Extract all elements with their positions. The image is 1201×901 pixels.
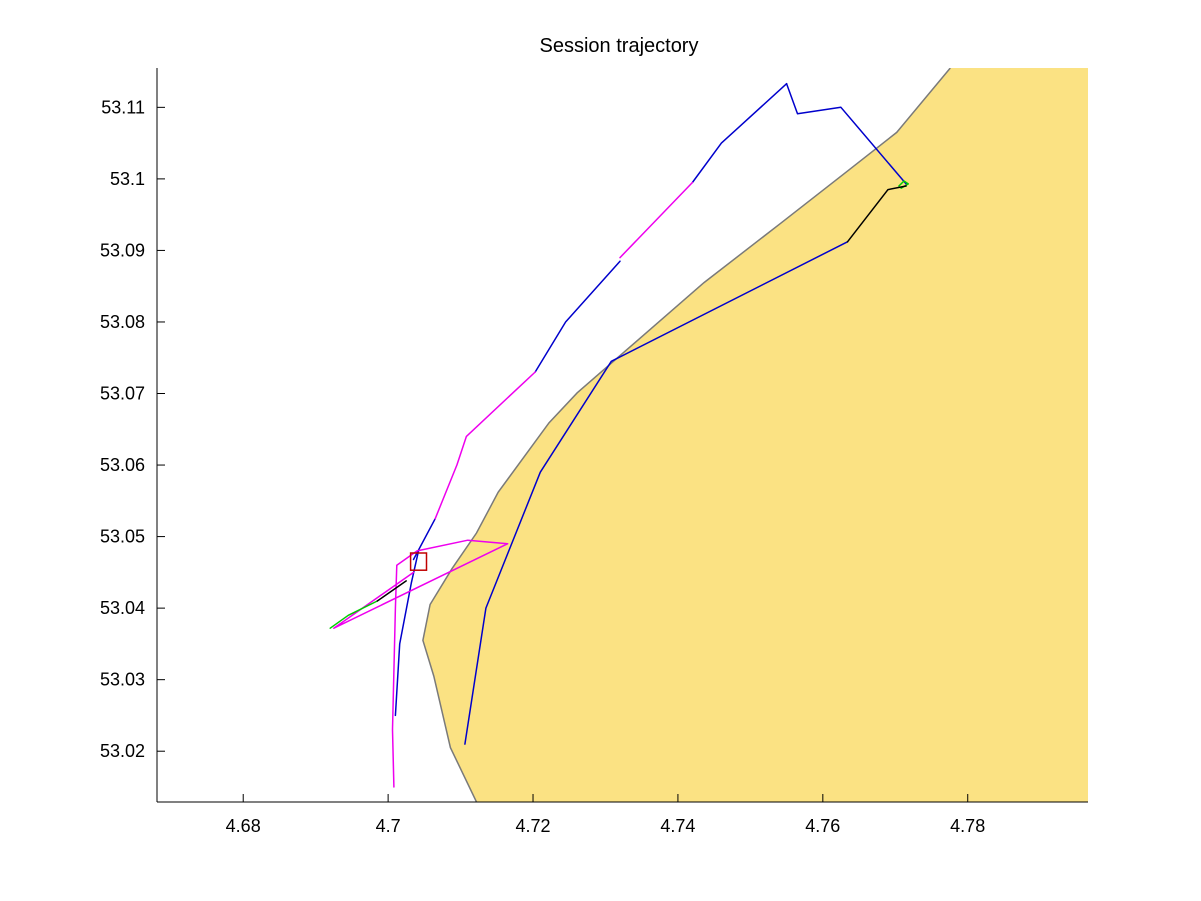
- y-tick-label: 53.05: [100, 527, 145, 547]
- x-tick-label: 4.78: [950, 816, 985, 836]
- trajectory-series-0-segment-3: [394, 550, 420, 717]
- plot-area: [329, 68, 1088, 802]
- y-tick-label: 53.02: [100, 741, 145, 761]
- y-tick-label: 53.06: [100, 455, 145, 475]
- y-tick-label: 53.07: [100, 384, 145, 404]
- trajectory-series-0-segment-0: [785, 82, 907, 185]
- y-tick-label: 53.04: [100, 598, 145, 618]
- x-tick-label: 4.72: [515, 816, 550, 836]
- x-tick-label: 4.76: [805, 816, 840, 836]
- y-tick-label: 53.09: [100, 240, 145, 260]
- coastline: [422, 68, 951, 802]
- trajectory-series-3-segment-1: [846, 185, 907, 243]
- y-tick-label: 53.11: [101, 97, 145, 117]
- trajectory-series-1-segment-1: [434, 371, 536, 520]
- trajectory-series-0-segment-5: [464, 241, 849, 745]
- axes: 4.68 4.7 4.72 4.74 4.76 4.78 53.02 53.03 53.04 53…: [100, 68, 1088, 836]
- y-tick-label: 53.08: [100, 312, 145, 332]
- trajectory-series-0-segment-2: [534, 260, 621, 373]
- trajectory-series-1-segment-0: [619, 181, 694, 259]
- x-tick-label: 4.7: [376, 816, 401, 836]
- chart-title: Session trajectory: [540, 35, 699, 57]
- y-tick-label: 53.03: [100, 670, 145, 690]
- x-tick-label: 4.68: [226, 816, 261, 836]
- x-tick-label: 4.74: [660, 816, 695, 836]
- position-marker: [409, 552, 428, 571]
- trajectory-series-3-segment-0: [376, 580, 407, 602]
- y-tick-label: 53.1: [110, 169, 145, 189]
- land-area: [422, 68, 1088, 802]
- trajectory-series-2-segment-0: [329, 600, 379, 629]
- trajectory-series-0-segment-1: [691, 82, 788, 184]
- trajectory-series-1-segment-2: [333, 539, 509, 788]
